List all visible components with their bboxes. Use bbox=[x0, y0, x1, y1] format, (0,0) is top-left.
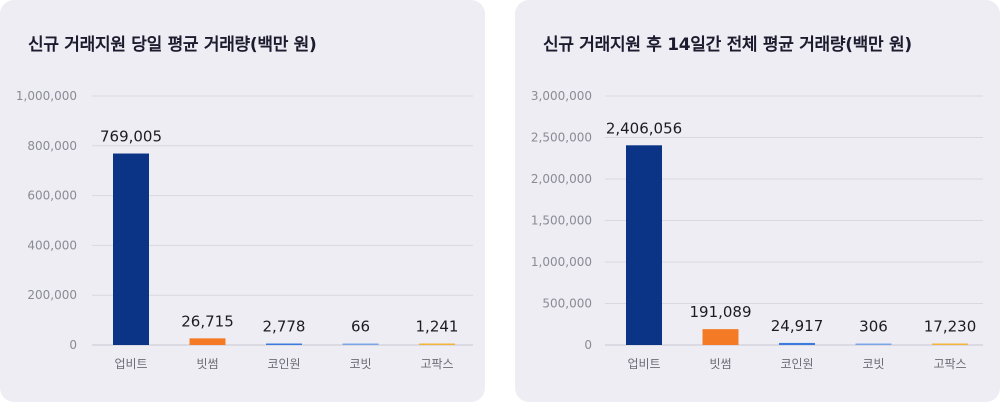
x-tick-label: 고팍스 bbox=[420, 357, 453, 371]
bar-4 bbox=[419, 343, 455, 345]
bar-chart-14day: 0 500,000 1,000,000 1,500,000 2,000,000 2,500… bbox=[531, 89, 983, 371]
y-tick-label: 200,000 bbox=[27, 288, 77, 302]
y-tick-label: 3,000,000 bbox=[531, 89, 592, 103]
bar-2 bbox=[779, 342, 815, 345]
y-tick-label: 800,000 bbox=[27, 139, 77, 153]
y-tick-label: 500,000 bbox=[542, 297, 592, 311]
bar-1 bbox=[189, 338, 226, 345]
x-tick-label: 업비트 bbox=[114, 357, 147, 371]
data-label: 66 bbox=[351, 318, 370, 336]
y-tick-label: 1,000,000 bbox=[16, 89, 77, 103]
x-tick-label: 빗썸 bbox=[709, 357, 731, 371]
chart-panel-14day: 신규 거래지원 후 14일간 전체 평균 거래량(백만 원) 0 500,000 1… bbox=[515, 0, 1000, 402]
data-label: 191,089 bbox=[689, 303, 751, 321]
bar-0 bbox=[113, 153, 149, 345]
y-tick-label: 2,500,000 bbox=[531, 131, 592, 145]
x-tick-label: 코빗 bbox=[349, 357, 371, 371]
bar-1 bbox=[702, 329, 739, 345]
x-tick-label: 코빗 bbox=[862, 357, 884, 371]
data-label: 1,241 bbox=[416, 318, 459, 336]
data-label: 2,406,056 bbox=[606, 119, 682, 137]
y-tick-label: 1,500,000 bbox=[531, 214, 592, 228]
data-label: 24,917 bbox=[771, 317, 824, 335]
y-tick-label: 400,000 bbox=[27, 238, 77, 252]
chart-panel-daily: 신규 거래지원 당일 평균 거래량(백만 원) 0 200,000 400,000 6… bbox=[0, 0, 485, 402]
y-tick-label: 1,000,000 bbox=[531, 255, 592, 269]
chart-title: 신규 거래지원 당일 평균 거래량(백만 원) bbox=[28, 35, 317, 55]
data-label: 769,005 bbox=[100, 128, 162, 146]
y-tick-label: 0 bbox=[584, 338, 592, 352]
data-label: 306 bbox=[859, 318, 888, 336]
x-tick-label: 업비트 bbox=[627, 357, 660, 371]
data-label: 17,230 bbox=[924, 318, 977, 336]
data-label: 2,778 bbox=[263, 318, 306, 336]
x-tick-label: 고팍스 bbox=[933, 357, 966, 371]
bar-0 bbox=[626, 145, 662, 345]
y-tick-label: 600,000 bbox=[27, 189, 77, 203]
x-tick-label: 코인원 bbox=[780, 357, 813, 371]
y-tick-label: 2,000,000 bbox=[531, 172, 592, 186]
x-tick-label: 빗썸 bbox=[196, 357, 218, 371]
bar-3 bbox=[342, 343, 379, 345]
y-tick-label: 0 bbox=[69, 338, 77, 352]
bar-4 bbox=[932, 343, 968, 345]
bar-3 bbox=[855, 343, 892, 345]
chart-title: 신규 거래지원 후 14일간 전체 평균 거래량(백만 원) bbox=[543, 35, 912, 55]
x-tick-label: 코인원 bbox=[267, 357, 300, 371]
bar-chart-daily: 0 200,000 400,000 600,000 800,000 1,000,000 76… bbox=[16, 89, 473, 371]
bar-2 bbox=[266, 343, 302, 345]
data-label: 26,715 bbox=[181, 312, 234, 330]
